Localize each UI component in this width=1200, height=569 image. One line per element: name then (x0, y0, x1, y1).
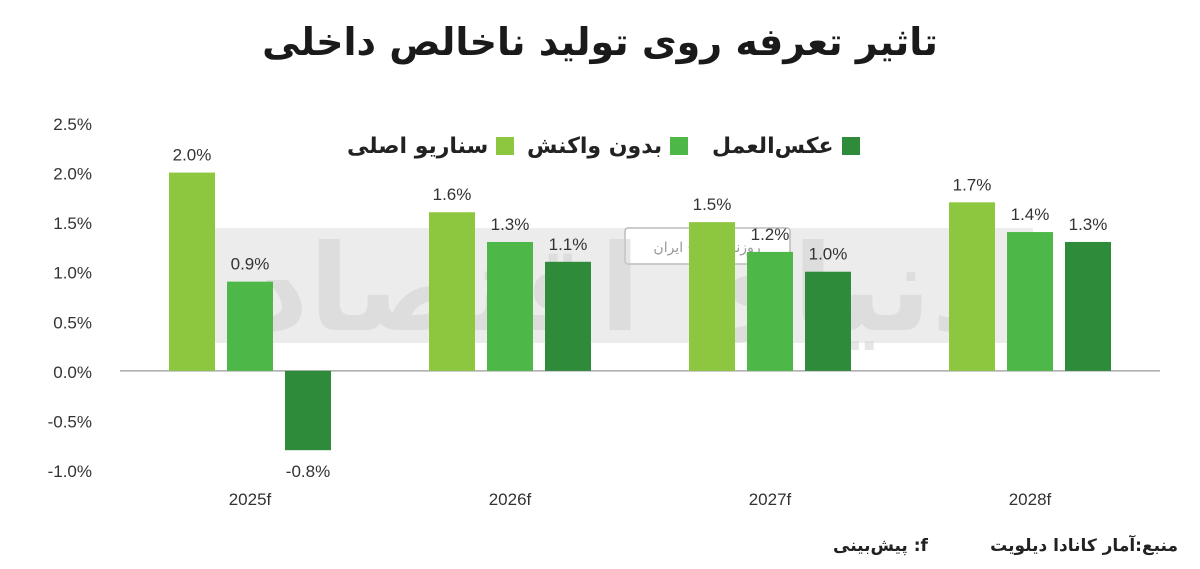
watermark-band (207, 228, 1033, 343)
data-label: 1.3% (1069, 215, 1108, 234)
data-label: 1.7% (953, 175, 992, 194)
legend-label-base: سناریو اصلی (347, 133, 489, 159)
bar (805, 271, 851, 371)
bars (169, 172, 1111, 451)
data-label: 1.1% (549, 235, 588, 254)
y-tick-label: 0.0% (53, 363, 92, 382)
legend-swatch-base (496, 137, 515, 155)
bar (1007, 232, 1053, 371)
data-label: 0.9% (231, 255, 270, 274)
data-label: 1.6% (433, 185, 472, 204)
bar (429, 212, 475, 371)
watermark-logo-text: دنیای اقتصاد (247, 220, 993, 359)
data-label: 1.2% (751, 225, 790, 244)
legend-label-no-response: بدون واکنش (527, 133, 663, 159)
legend-item-retaliation: عکس‌العمل (712, 133, 860, 159)
data-label: 1.4% (1011, 205, 1050, 224)
data-label: 1.3% (491, 215, 530, 234)
y-tick-label: 1.0% (53, 264, 92, 283)
forecast-note: f: پیش‌بینی (833, 536, 928, 556)
x-tick-label: 2025f (229, 490, 272, 509)
x-tick-label: 2028f (1009, 490, 1052, 509)
legend-item-no-response: بدون واکنش (527, 133, 689, 159)
y-tick-label: 0.5% (53, 313, 92, 332)
bar (285, 370, 331, 451)
data-label: 1.0% (809, 245, 848, 264)
data-label: 1.5% (693, 195, 732, 214)
data-label: 2.0% (173, 146, 212, 165)
legend-label-retaliation: عکس‌العمل (712, 133, 834, 159)
bar (545, 261, 591, 371)
bar (949, 202, 995, 371)
y-tick-label: -0.5% (48, 412, 92, 431)
bar (227, 281, 273, 371)
bar (689, 222, 735, 371)
y-tick-label: -1.0% (48, 462, 92, 481)
x-tick-label: 2026f (489, 490, 532, 509)
y-tick-label: 1.5% (53, 214, 92, 233)
source-note: منبع:آمار کانادا دیلویت (990, 536, 1178, 556)
x-tick-label: 2027f (749, 490, 792, 509)
axes: 2.5% 2.0% 1.5% 1.0% 0.5% 0.0% -0.5% -1.0% 2025f 2… (48, 115, 1160, 509)
bar (169, 172, 215, 371)
y-tick-label: 2.0% (53, 165, 92, 184)
chart-title: تاثیر تعرفه روی تولید ناخالص داخلی (262, 20, 938, 64)
data-labels: 2.0% 0.9% -0.8% 1.6% 1.3% 1.1% 1.5% 1.2% 1.0% 1.7… (173, 146, 1108, 482)
legend-swatch-no-response (670, 137, 689, 155)
legend-swatch-retaliation (841, 137, 860, 155)
bar (1065, 241, 1111, 371)
bar (487, 241, 533, 371)
data-label: -0.8% (286, 462, 330, 481)
legend-item-base: سناریو اصلی (347, 133, 515, 159)
bar (747, 251, 793, 371)
y-tick-label: 2.5% (53, 115, 92, 134)
